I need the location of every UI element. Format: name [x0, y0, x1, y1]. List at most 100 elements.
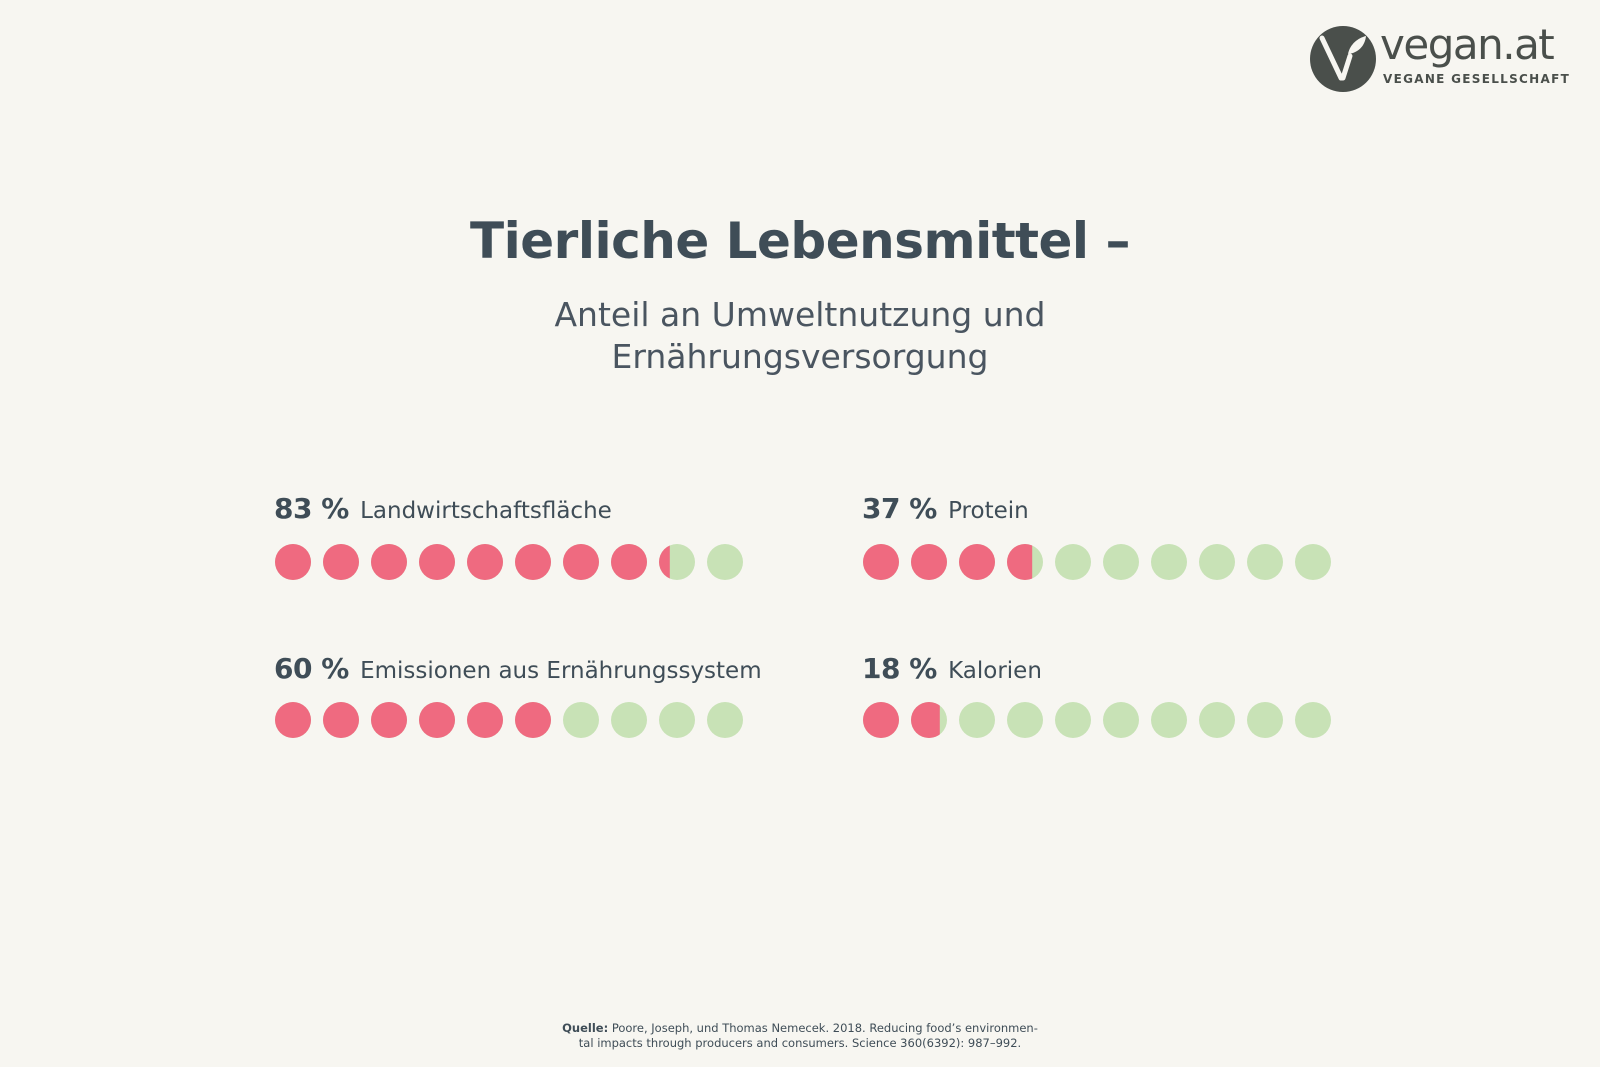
dot-row-emissionen	[275, 702, 743, 738]
metric-percent: 83 %	[274, 492, 349, 525]
dot-animal	[863, 544, 899, 580]
source-text-1: Poore, Joseph, und Thomas Nemecek. 2018.…	[611, 1021, 1038, 1035]
page-title: Tierliche Lebensmittel –	[470, 212, 1130, 270]
dot	[1151, 702, 1187, 738]
source-line-2: tal impacts through producers and consum…	[578, 1036, 1022, 1050]
dot	[1103, 702, 1139, 738]
page-subtitle: Anteil an Umweltnutzung und Ernährungsve…	[0, 294, 1600, 378]
dot-rest	[563, 702, 599, 738]
source-citation: Quelle: Poore, Joseph, und Thomas Nemece…	[0, 1021, 1600, 1051]
dot-rest	[1199, 702, 1235, 738]
metric-percent: 60 %	[274, 652, 349, 685]
leaf-v-logo-icon	[1310, 26, 1376, 92]
dot-animal	[419, 544, 455, 580]
dot-row-kalorien	[863, 702, 1331, 738]
dot	[1055, 544, 1091, 580]
dot-rest	[659, 702, 695, 738]
source-prefix: Quelle:	[562, 1021, 609, 1035]
dot-animal	[659, 545, 670, 579]
dot	[467, 544, 503, 580]
dot	[515, 702, 551, 738]
dot-rest	[611, 702, 647, 738]
dot	[1103, 544, 1139, 580]
dot	[707, 702, 743, 738]
subtitle-line-1: Anteil an Umweltnutzung und	[554, 295, 1046, 334]
source-line-1: Quelle: Poore, Joseph, und Thomas Nemece…	[0, 1021, 1600, 1036]
dot	[467, 702, 503, 738]
brand-tagline: VEGANE GESELLSCHAFT	[1383, 72, 1571, 86]
dot-row-protein	[863, 544, 1331, 580]
dot	[563, 544, 599, 580]
dot	[659, 702, 695, 738]
dot	[611, 702, 647, 738]
dot-animal	[323, 544, 359, 580]
dot-animal	[563, 544, 599, 580]
dot	[1007, 544, 1043, 580]
dot-rest	[959, 702, 995, 738]
dot-animal	[515, 544, 551, 580]
dot	[959, 544, 995, 580]
dot	[1151, 544, 1187, 580]
dot-rest	[1295, 544, 1331, 580]
dot-animal	[959, 544, 995, 580]
dot-animal	[515, 702, 551, 738]
metric-percent: 18 %	[862, 652, 937, 685]
dot	[563, 702, 599, 738]
dot	[1295, 702, 1331, 738]
metric-label: 60 % Emissionen aus Ernährungssystem	[274, 652, 762, 685]
dot	[323, 544, 359, 580]
dot-animal	[467, 544, 503, 580]
dot	[959, 702, 995, 738]
dot-rest	[1103, 544, 1139, 580]
dot	[275, 702, 311, 738]
dot-animal	[371, 702, 407, 738]
dot	[419, 544, 455, 580]
dot-rest	[1247, 702, 1283, 738]
dot-animal	[611, 544, 647, 580]
dot-animal	[275, 702, 311, 738]
dot	[1199, 544, 1235, 580]
brand-logo: vegan.at VEGANE GESELLSCHAFT	[1310, 24, 1578, 96]
dot-animal	[371, 544, 407, 580]
dot	[1199, 702, 1235, 738]
dot-animal	[275, 544, 311, 580]
dot	[611, 544, 647, 580]
dot	[275, 544, 311, 580]
dot	[371, 702, 407, 738]
dot	[911, 544, 947, 580]
dot	[323, 702, 359, 738]
dot	[659, 544, 695, 580]
dot-rest	[707, 544, 743, 580]
dot-rest	[1151, 702, 1187, 738]
dot-rest	[1055, 544, 1091, 580]
dot	[863, 702, 899, 738]
dot-animal	[323, 702, 359, 738]
metric-name: Landwirtschaftsfläche	[360, 498, 612, 524]
dot	[1055, 702, 1091, 738]
metric-label: 18 % Kalorien	[862, 652, 1042, 685]
dot	[371, 544, 407, 580]
dot	[515, 544, 551, 580]
dot-rest	[707, 702, 743, 738]
metric-name: Emissionen aus Ernährungssystem	[360, 658, 762, 684]
metric-label: 37 % Protein	[862, 492, 1029, 525]
metric-label: 83 % Landwirtschaftsfläche	[274, 492, 612, 525]
dot-row-landwirtschaftsflaeche	[275, 544, 743, 580]
dot-animal	[911, 702, 940, 738]
dot-animal	[419, 702, 455, 738]
dot-rest	[1151, 544, 1187, 580]
dot	[863, 544, 899, 580]
dot-rest	[1295, 702, 1331, 738]
subtitle-line-2: Ernährungsversorgung	[611, 337, 989, 376]
dot-animal	[1007, 544, 1033, 580]
dot	[1007, 702, 1043, 738]
dot-animal	[467, 702, 503, 738]
dot	[1247, 702, 1283, 738]
dot-rest	[1055, 702, 1091, 738]
dot	[419, 702, 455, 738]
dot	[1295, 544, 1331, 580]
dot-rest	[1103, 702, 1139, 738]
dot-animal	[911, 544, 947, 580]
metric-percent: 37 %	[862, 492, 937, 525]
dot-rest	[1007, 702, 1043, 738]
